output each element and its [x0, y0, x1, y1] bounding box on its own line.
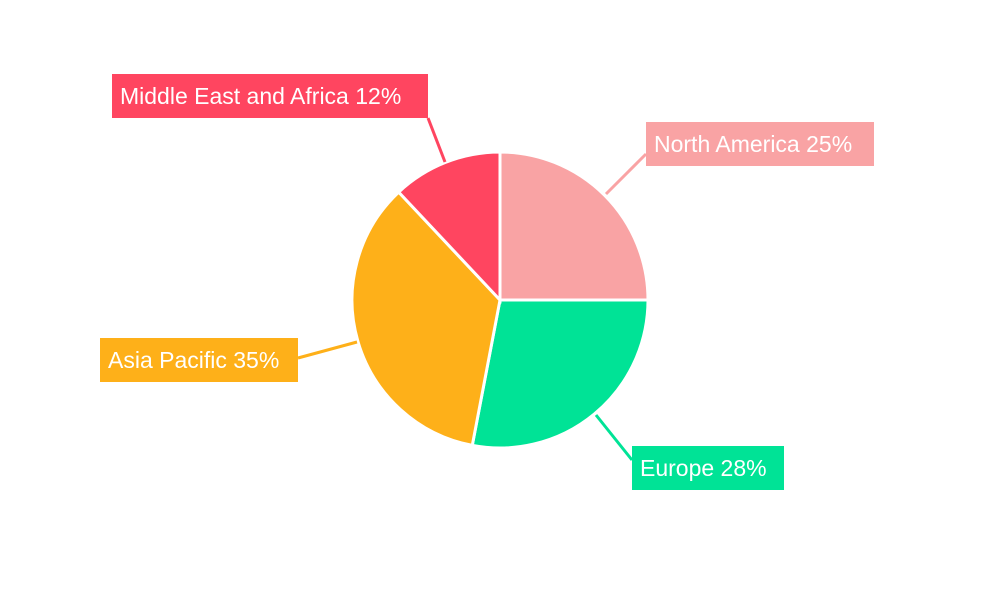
pie-slice-north-america[interactable] [498, 150, 650, 302]
data-label-middle-east-and-africa: Middle East and Africa 12% [120, 83, 401, 109]
leader-line-europe [594, 414, 634, 461]
label-box-middle-east-and-africa [112, 74, 428, 118]
pie-slice-middle-east-and-africa[interactable] [396, 150, 502, 304]
leader-line-middle-east-and-africa [426, 117, 447, 163]
pie-slice-asia-pacific[interactable] [350, 189, 502, 448]
leader-line-north-america [604, 152, 648, 196]
pie-slice-europe[interactable] [470, 298, 650, 450]
label-box-north-america [646, 122, 874, 166]
data-label-europe: Europe 28% [640, 455, 767, 481]
label-box-asia-pacific [100, 338, 298, 382]
data-label-asia-pacific: Asia Pacific 35% [108, 347, 279, 373]
leader-line-asia-pacific [297, 340, 358, 360]
label-box-europe [632, 446, 784, 490]
data-label-north-america: North America 25% [654, 131, 852, 157]
